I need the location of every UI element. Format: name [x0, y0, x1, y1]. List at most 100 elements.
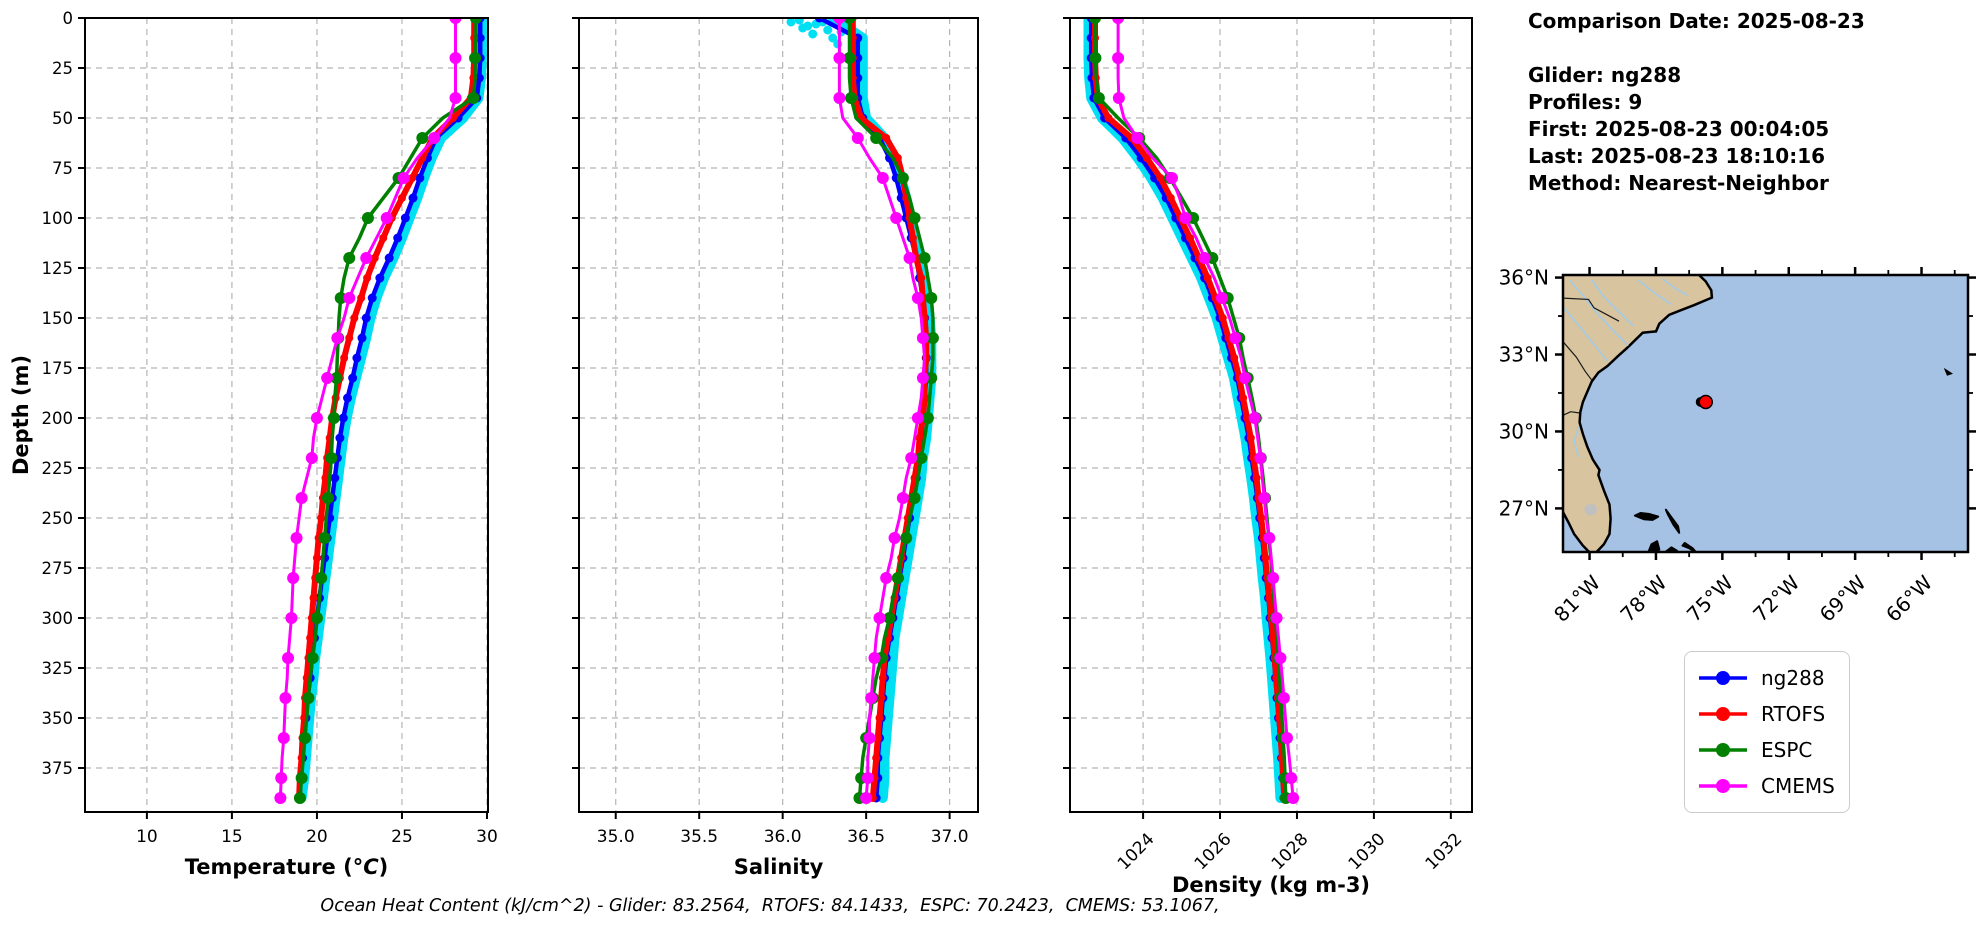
legend-label: ESPC: [1761, 738, 1813, 762]
map-islands: [1664, 508, 1681, 534]
svg-text:100: 100: [42, 209, 74, 228]
map-state-border: [1563, 297, 1620, 322]
svg-text:36.0: 36.0: [764, 827, 802, 847]
legend-item-ng288: ng288: [1697, 660, 1835, 696]
salinity-axes: 35.0 35.5 36.0 36.5 37.0 Salinity: [572, 17, 969, 879]
map-bermuda: [1943, 367, 1954, 376]
info-panel: Comparison Date: 2025-08-23 Glider: ng28…: [1528, 8, 1865, 197]
temperature-grid: [85, 17, 488, 812]
svg-text:275: 275: [42, 559, 74, 578]
svg-text:27°N: 27°N: [1499, 496, 1549, 520]
temperature-series-CMEMS: [274, 18, 462, 804]
svg-text:350: 350: [42, 709, 74, 728]
svg-text:150: 150: [42, 309, 74, 328]
svg-text:25: 25: [52, 59, 73, 78]
svg-text:125: 125: [42, 259, 74, 278]
salinity-series-CMEMS: [833, 18, 929, 804]
map-river: [1573, 426, 1580, 458]
legend-marker-ng288: [1699, 671, 1747, 685]
svg-text:75°W: 75°W: [1682, 570, 1738, 626]
map-river: [1591, 279, 1635, 327]
svg-text:375: 375: [42, 759, 74, 778]
first-profile-time: First: 2025-08-23 00:04:05: [1528, 117, 1830, 141]
map-state-border: [1563, 411, 1580, 416]
glider-raw-scatter-point: [823, 25, 833, 35]
glider-raw-scatter-point: [794, 18, 804, 25]
glider-raw-scatter-point: [786, 18, 796, 27]
svg-text:37.0: 37.0: [931, 827, 969, 847]
last-profile-time: Last: 2025-08-23 18:10:16: [1528, 144, 1826, 168]
map-river: [1568, 279, 1629, 347]
legend-item-rtofs: RTOFS: [1697, 696, 1835, 732]
svg-text:225: 225: [42, 459, 74, 478]
ohc-annotation: Ocean Heat Content (kJ/cm^2) - Glider: 8…: [0, 896, 1540, 916]
svg-text:20: 20: [306, 827, 328, 847]
comparison-date: Comparison Date: 2025-08-23: [1528, 9, 1865, 33]
svg-text:35.5: 35.5: [680, 827, 718, 847]
legend-label: RTOFS: [1761, 702, 1826, 726]
temperature-series-glider-raw: [296, 18, 487, 803]
salinity-panel: 35.0 35.5 36.0 36.5 37.0 Salinity: [572, 17, 979, 879]
svg-text:10: 10: [136, 827, 158, 847]
svg-text:66°W: 66°W: [1881, 570, 1937, 626]
svg-text:25: 25: [391, 827, 413, 847]
svg-text:72°W: 72°W: [1748, 570, 1804, 626]
map-river: [1662, 278, 1689, 297]
glider-raw-scatter-point: [833, 39, 843, 49]
svg-text:175: 175: [42, 359, 74, 378]
map-state-border: [1563, 341, 1593, 381]
svg-text:78°W: 78°W: [1615, 570, 1671, 626]
legend-marker-rtofs: [1699, 707, 1747, 721]
svg-text:30: 30: [476, 827, 498, 847]
glider-raw-scatter-point: [828, 33, 838, 43]
map-land-coastline: [1563, 275, 1714, 552]
map-islands: [1633, 512, 1660, 521]
profiles-count: Profiles: 9: [1528, 90, 1643, 114]
svg-text:30°N: 30°N: [1499, 419, 1549, 443]
info-spacer: [1528, 35, 1865, 62]
model-legend: ng288 RTOFS ESPC CMEMS: [1684, 651, 1850, 813]
map-islands: [1647, 540, 1661, 552]
svg-text:300: 300: [42, 609, 74, 628]
legend-marker-espc: [1699, 743, 1747, 757]
glider-name: Glider: ng288: [1528, 63, 1682, 87]
temperature-axis-label: Temperature (°C): [185, 855, 389, 879]
temperature-axes: 0 25 50 75 100 125 150 175 200 225 250 275 300 325 350…: [42, 9, 498, 879]
temperature-panel: 0 25 50 75 100 125 150 175 200 225 250 275 300 325 350…: [9, 9, 498, 879]
density-series-CMEMS: [1112, 18, 1300, 804]
svg-text:33°N: 33°N: [1499, 343, 1549, 367]
svg-text:36°N: 36°N: [1499, 266, 1549, 290]
map-river: [1637, 279, 1672, 306]
svg-text:325: 325: [42, 659, 74, 678]
svg-text:50: 50: [52, 109, 73, 128]
svg-text:200: 200: [42, 409, 74, 428]
svg-text:81°W: 81°W: [1549, 570, 1605, 626]
method-label: Method: Nearest-Neighbor: [1528, 171, 1829, 195]
svg-text:1032: 1032: [1422, 829, 1467, 874]
svg-text:75: 75: [52, 159, 73, 178]
legend-marker-cmems: [1699, 779, 1747, 793]
map-river: [1563, 307, 1608, 362]
svg-text:0: 0: [63, 9, 74, 28]
glider-raw-scatter-point: [803, 21, 813, 31]
legend-label: ng288: [1761, 666, 1825, 690]
svg-text:15: 15: [221, 827, 243, 847]
legend-item-cmems: CMEMS: [1697, 768, 1835, 804]
svg-text:36.5: 36.5: [847, 827, 885, 847]
map-lake: [1584, 504, 1597, 516]
svg-text:35.0: 35.0: [597, 827, 635, 847]
ohc-annotation-text: Ocean Heat Content (kJ/cm^2) - Glider: 8…: [320, 896, 1220, 916]
density-panel: 1024 1026 1028 1030 1032 Density (kg m-3): [1063, 17, 1473, 897]
svg-text:1026: 1026: [1191, 829, 1236, 874]
depth-axis-label: Depth (m): [9, 355, 33, 475]
svg-text:250: 250: [42, 509, 74, 528]
legend-item-espc: ESPC: [1697, 732, 1835, 768]
density-series-glider-raw: [1083, 18, 1286, 803]
glider-location-marker: [1698, 394, 1713, 410]
legend-label: CMEMS: [1761, 774, 1835, 798]
svg-text:69°W: 69°W: [1815, 570, 1871, 626]
svg-text:1030: 1030: [1345, 829, 1390, 874]
temperature-series-ESPC: [293, 18, 482, 804]
